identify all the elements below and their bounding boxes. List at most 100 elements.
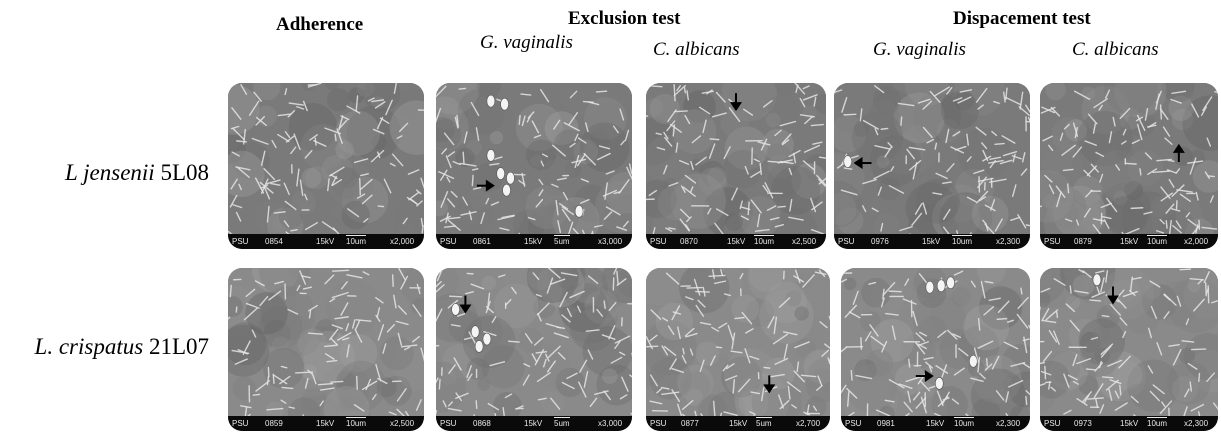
- sem-magnification: x2,000: [1184, 237, 1209, 246]
- sem-info-bar: PSU 0868 15kV 5um x3,000: [436, 416, 632, 431]
- yeast-cell: [470, 325, 480, 338]
- arrow-icon: [459, 295, 472, 314]
- yeast-cell: [1092, 273, 1102, 287]
- sem-voltage: 15kV: [926, 419, 945, 428]
- sem-tag: PSU: [1044, 237, 1061, 246]
- sem-voltage: 15kV: [524, 419, 543, 428]
- sem-info-bar: PSU 0854 15kV 10um x2,000: [228, 234, 424, 249]
- sem-image: [228, 83, 424, 234]
- row-label-l-crispatus: L. crispatus 21L07: [35, 334, 209, 360]
- sem-info-bar: PSU 0973 15kV 10um x2,300: [1040, 416, 1218, 431]
- sem-image-id: 0870: [680, 237, 698, 246]
- sem-voltage: 15kV: [922, 237, 941, 246]
- sem-magnification: x2,300: [1184, 419, 1209, 428]
- row-label-species: L jensenii: [65, 160, 155, 185]
- sem-info-bar: PSU 0859 15kV 10um x2,500: [228, 416, 424, 431]
- sem-voltage: 15kV: [316, 237, 335, 246]
- sem-image: [1040, 83, 1218, 234]
- yeast-cell: [486, 94, 496, 108]
- sem-info-bar: PSU 0879 15kV 10um x2,000: [1040, 234, 1218, 249]
- yeast-cell: [936, 279, 946, 293]
- sem-voltage: 15kV: [1120, 419, 1139, 428]
- yeast-cell: [482, 332, 492, 346]
- header-adherence: Adherence: [276, 14, 364, 35]
- row-label-l-jensenii: L jensenii 5L08: [65, 160, 209, 186]
- sem-image-id: 0879: [1074, 237, 1092, 246]
- subheader-exclusion-gvaginalis: G. vaginalis: [480, 32, 573, 53]
- sem-tag: PSU: [1044, 419, 1061, 428]
- sem-image: [834, 83, 1030, 234]
- sem-info-bar: PSU 0861 15kV 5um x3,000: [436, 234, 632, 249]
- sem-scale-bar: 10um: [954, 417, 975, 428]
- sem-image: [841, 268, 1030, 416]
- sem-image: [228, 268, 424, 416]
- sem-scale-bar: 10um: [346, 235, 367, 246]
- row-label-species: L. crispatus: [34, 334, 144, 359]
- arrow-icon: [730, 93, 742, 112]
- arrow-icon: [476, 179, 495, 192]
- subheader-displacement-calbicans: C. albicans: [1072, 39, 1159, 60]
- yeast-cell: [925, 280, 935, 294]
- sem-tag: PSU: [845, 419, 862, 428]
- yeast-cell: [496, 167, 505, 180]
- arrow-icon: [853, 157, 872, 170]
- yeast-cell: [502, 183, 511, 197]
- sem-image-id: 0859: [265, 419, 283, 428]
- sem-image-id: 0976: [871, 237, 889, 246]
- yeast-cell: [946, 276, 955, 290]
- sem-magnification: x2,500: [390, 419, 415, 428]
- sem-magnification: x2,000: [390, 237, 415, 246]
- sem-image-id: 0973: [1074, 419, 1092, 428]
- sem-magnification: x2,300: [996, 419, 1021, 428]
- sem-magnification: x3,000: [598, 419, 623, 428]
- subheader-exclusion-calbicans: C. albicans: [653, 39, 740, 60]
- sem-scale-bar: 10um: [346, 417, 367, 428]
- sem-magnification: x3,000: [598, 237, 623, 246]
- yeast-cell: [500, 97, 509, 111]
- header-displacement-test: Dispacement test: [953, 8, 1091, 29]
- sem-image: [436, 83, 632, 234]
- sem-magnification: x2,300: [996, 237, 1021, 246]
- yeast-cell: [969, 354, 978, 368]
- sem-image-id: 0877: [681, 419, 699, 428]
- sem-image: [1040, 268, 1218, 416]
- sem-tag: PSU: [232, 419, 249, 428]
- header-exclusion-test: Exclusion test: [568, 8, 681, 29]
- sem-image-id: 0861: [473, 237, 491, 246]
- yeast-cell: [843, 155, 853, 168]
- sem-scale-bar: 5um: [554, 417, 570, 428]
- sem-panel-jensenii-adherence: PSU 0854 15kV 10um x2,000: [228, 83, 424, 249]
- yeast-cell: [506, 171, 515, 185]
- sem-info-bar: PSU 0976 15kV 10um x2,300: [834, 234, 1030, 249]
- row-label-strain: 5L08: [160, 160, 209, 185]
- sem-tag: PSU: [440, 237, 457, 246]
- sem-voltage: 15kV: [729, 419, 748, 428]
- arrow-icon: [763, 375, 776, 394]
- sem-voltage: 15kV: [727, 237, 746, 246]
- sem-panel-crispatus-adherence: PSU 0859 15kV 10um x2,500: [228, 268, 424, 431]
- sem-image-id: 0868: [473, 419, 491, 428]
- yeast-cell: [486, 149, 496, 162]
- sem-voltage: 15kV: [1120, 237, 1139, 246]
- yeast-cell: [451, 303, 460, 316]
- sem-panel-crispatus-displacement-calbicans: PSU 0973 15kV 10um x2,300: [1040, 268, 1218, 431]
- sem-panel-jensenii-displacement-calbicans: PSU 0879 15kV 10um x2,000: [1040, 83, 1218, 249]
- row-label-strain: 21L07: [148, 334, 209, 359]
- sem-scale-bar: 10um: [952, 235, 973, 246]
- sem-scale-bar: 10um: [1147, 417, 1168, 428]
- sem-scale-bar: 5um: [756, 417, 772, 428]
- sem-panel-jensenii-displacement-gvaginalis: PSU 0976 15kV 10um x2,300: [834, 83, 1030, 249]
- subheader-displacement-gvaginalis: G. vaginalis: [873, 39, 966, 60]
- sem-voltage: 15kV: [524, 237, 543, 246]
- sem-tag: PSU: [838, 237, 855, 246]
- sem-image-id: 0981: [877, 419, 895, 428]
- sem-image: [646, 83, 826, 234]
- sem-panel-crispatus-exclusion-gvaginalis: PSU 0868 15kV 5um x3,000: [436, 268, 632, 431]
- yeast-cell: [934, 377, 944, 390]
- yeast-cell: [474, 340, 484, 353]
- sem-image: [646, 268, 830, 416]
- sem-panel-jensenii-exclusion-gvaginalis: PSU 0861 15kV 5um x3,000: [436, 83, 632, 249]
- arrow-icon: [1106, 286, 1119, 305]
- sem-panel-jensenii-exclusion-calbicans: PSU 0870 15kV 10um x2,500: [646, 83, 826, 249]
- sem-info-bar: PSU 0877 15kV 5um x2,700: [646, 416, 830, 431]
